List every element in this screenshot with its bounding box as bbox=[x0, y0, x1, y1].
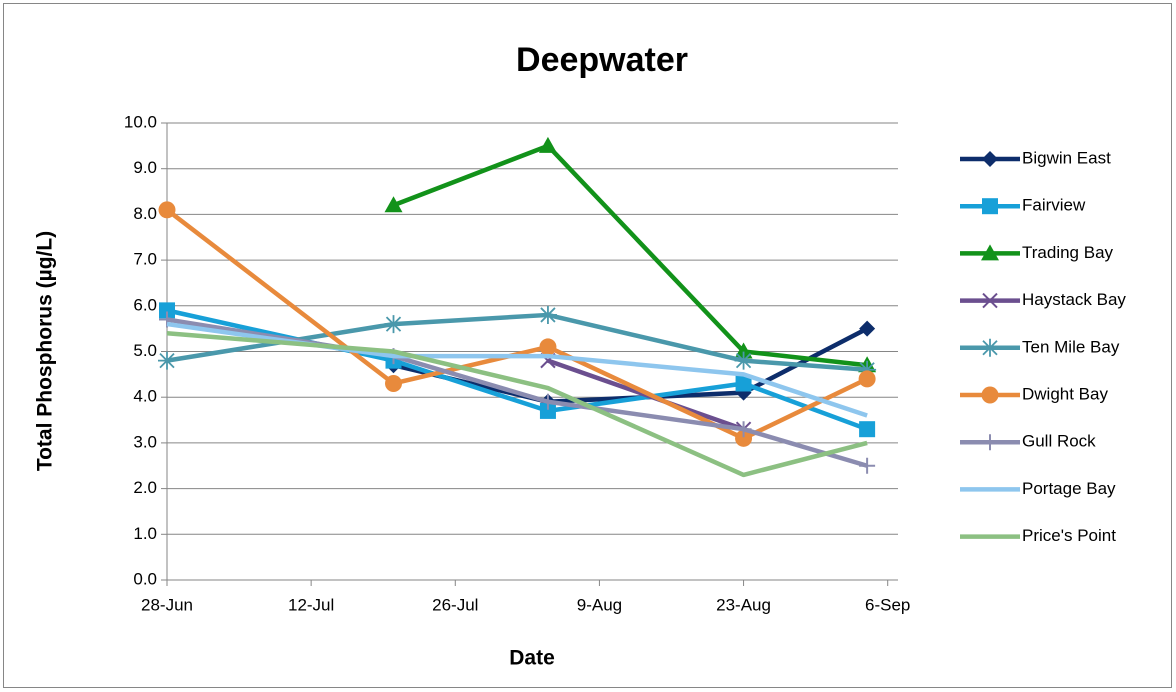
y-tick-label: 1.0 bbox=[133, 524, 157, 543]
x-tick-label: 9-Aug bbox=[577, 595, 622, 614]
marker bbox=[735, 421, 752, 438]
y-tick-label: 2.0 bbox=[133, 478, 157, 497]
marker bbox=[858, 360, 877, 379]
marker bbox=[735, 429, 753, 447]
marker bbox=[981, 338, 999, 357]
marker-shape bbox=[735, 421, 752, 438]
legend-label: Dwight Bay bbox=[1022, 384, 1108, 403]
legend-marker bbox=[982, 434, 998, 451]
y-tick-label: 0.0 bbox=[133, 569, 157, 588]
marker bbox=[981, 244, 999, 261]
marker-shape bbox=[982, 198, 998, 215]
y-tick-label: 6.0 bbox=[133, 295, 157, 314]
marker-shape bbox=[158, 201, 176, 219]
marker bbox=[384, 196, 403, 213]
chart-frame bbox=[3, 3, 1172, 688]
marker bbox=[982, 434, 998, 451]
marker bbox=[859, 421, 876, 438]
marker-shape bbox=[982, 151, 998, 167]
x-tick-label: 28-Jun bbox=[141, 595, 193, 614]
marker-shape bbox=[159, 302, 175, 319]
legend-label: Ten Mile Bay bbox=[1022, 337, 1120, 356]
legend-marker bbox=[981, 386, 999, 404]
marker-shape bbox=[982, 434, 998, 451]
marker-shape bbox=[735, 375, 752, 392]
legend-label: Haystack Bay bbox=[1022, 290, 1126, 309]
marker-shape bbox=[858, 370, 876, 388]
marker-shape bbox=[858, 360, 877, 379]
marker bbox=[734, 342, 753, 359]
series-line bbox=[166, 330, 868, 478]
marker-shape bbox=[734, 342, 753, 359]
chart-title: Deepwater bbox=[516, 41, 688, 79]
legend-marker bbox=[981, 244, 999, 261]
marker-shape bbox=[735, 429, 753, 447]
marker bbox=[539, 402, 556, 419]
marker bbox=[982, 292, 998, 309]
marker-shape bbox=[859, 421, 876, 438]
y-axis-title: Total Phosphorus (µg/L) bbox=[34, 231, 57, 471]
y-tick-label: 5.0 bbox=[133, 341, 157, 360]
marker bbox=[385, 374, 403, 392]
y-tick-label: 7.0 bbox=[133, 250, 157, 269]
legend-marker bbox=[982, 292, 998, 309]
legend-label: Price's Point bbox=[1022, 526, 1116, 545]
marker bbox=[539, 393, 556, 410]
legend-marker bbox=[981, 338, 999, 357]
marker bbox=[982, 198, 998, 215]
marker bbox=[159, 302, 175, 319]
marker bbox=[735, 375, 752, 392]
marker-shape bbox=[539, 393, 556, 410]
y-tick-label: 8.0 bbox=[133, 204, 157, 223]
marker-shape bbox=[734, 351, 753, 370]
marker bbox=[858, 370, 876, 388]
y-tick-label: 4.0 bbox=[133, 387, 157, 406]
marker-shape bbox=[538, 305, 557, 324]
marker-shape bbox=[859, 320, 876, 337]
y-tick-label: 9.0 bbox=[133, 158, 157, 177]
x-tick-label: 23-Aug bbox=[716, 595, 771, 614]
marker bbox=[982, 151, 998, 167]
legend-marker bbox=[982, 151, 998, 167]
marker bbox=[859, 457, 876, 474]
marker-shape bbox=[859, 457, 876, 474]
marker-shape bbox=[981, 338, 999, 357]
legend-label: Fairview bbox=[1022, 196, 1086, 215]
marker-shape bbox=[982, 292, 998, 309]
marker-shape bbox=[538, 136, 557, 153]
legend-label: Portage Bay bbox=[1022, 479, 1116, 498]
marker bbox=[538, 136, 557, 153]
marker bbox=[859, 320, 876, 337]
x-tick-label: 26-Jul bbox=[432, 595, 478, 614]
x-tick-label: 6-Sep bbox=[865, 595, 910, 614]
legend-marker bbox=[982, 198, 998, 215]
marker bbox=[384, 315, 403, 334]
marker-shape bbox=[158, 351, 176, 370]
x-axis-title: Date bbox=[509, 647, 555, 670]
series-line bbox=[392, 143, 868, 368]
marker bbox=[981, 386, 999, 404]
marker-shape bbox=[539, 338, 557, 356]
marker-shape bbox=[384, 196, 403, 213]
marker-shape bbox=[539, 402, 556, 419]
legend-label: Trading Bay bbox=[1022, 243, 1114, 262]
legend-label: Bigwin East bbox=[1022, 148, 1111, 167]
y-tick-label: 3.0 bbox=[133, 432, 157, 451]
marker-shape bbox=[384, 315, 403, 334]
marker-shape bbox=[385, 374, 403, 392]
marker bbox=[734, 351, 753, 370]
marker-shape bbox=[981, 386, 999, 404]
marker bbox=[538, 305, 557, 324]
marker-shape bbox=[981, 244, 999, 261]
marker bbox=[158, 201, 176, 219]
marker bbox=[539, 338, 557, 356]
marker bbox=[158, 351, 176, 370]
y-tick-label: 10.0 bbox=[124, 112, 157, 131]
x-tick-label: 12-Jul bbox=[288, 595, 334, 614]
legend-label: Gull Rock bbox=[1022, 432, 1096, 451]
